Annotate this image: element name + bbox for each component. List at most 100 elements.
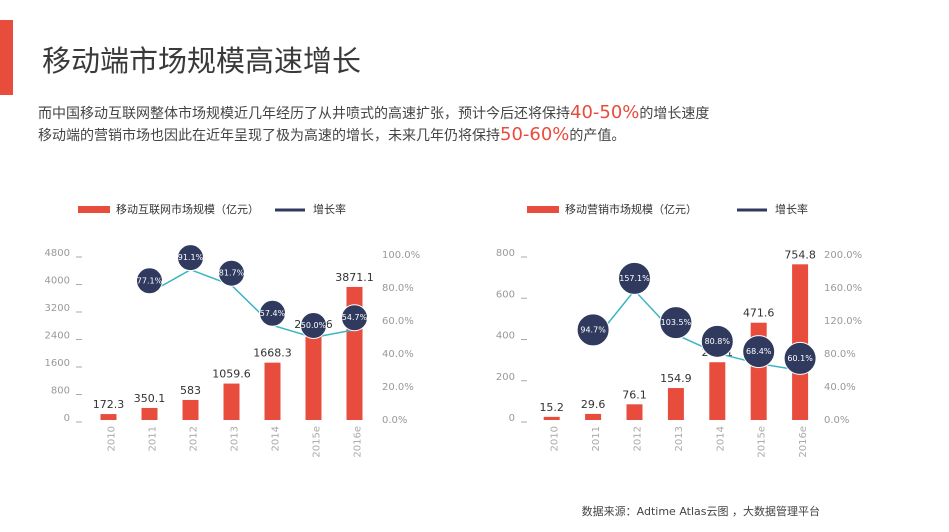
bar-label: 76.1 [622,388,647,401]
text: 的产值。 [569,128,626,144]
rate-label: 50.0% [301,321,327,330]
y-tick-label: 600 [496,289,515,300]
x-tick-label: 2016e [798,426,809,458]
legend-label: 增长率 [775,202,808,216]
rate-marker [341,304,368,332]
rate-label: 103.5% [661,318,692,327]
intro-line: 而中国移动互联网整体市场规模近几年经历了从井喷式的高速扩张，预计今后还将保持40… [38,102,709,123]
y-tick-label: 400 [496,331,515,342]
y2-tick-label: 120.0% [824,316,862,327]
bar-label: 3871.1 [335,271,374,284]
rate-label: 57.4% [260,309,286,318]
rate-marker [218,259,245,287]
x-tick-label: 2013 [674,426,685,451]
rate-label: 80.8% [705,337,731,346]
x-tick-label: 2010 [550,426,561,451]
legend-swatch [527,206,559,213]
x-tick-label: 2015e [312,426,323,458]
y-tick-label: 0 [64,413,70,424]
y2-tick-label: 0.0% [824,415,849,426]
y-tick-label: 800 [496,248,515,259]
x-tick-label: 2016e [353,426,364,458]
bar [100,414,117,420]
source: 数据来源：Adtime Atlas云图 ，大数据管理平台 [582,504,820,518]
bar [264,362,281,420]
highlight: 40-50% [570,102,640,123]
x-tick-label: 2012 [633,426,644,451]
text: 的增长速度 [639,106,710,122]
y-tick-label: 4000 [45,276,70,287]
rate-label: 68.4% [746,347,772,356]
rate-label: 94.7% [580,325,606,334]
text: 而中国移动互联网整体市场规模近几年经历了从井喷式的高速扩张，预计今后还将保持 [38,106,570,122]
bar-label: 583 [180,384,201,397]
y2-tick-label: 0.0% [382,415,407,426]
rate-label: 91.1% [178,253,204,262]
bar-label: 172.3 [93,398,125,411]
bar [305,333,322,420]
rate-marker [618,261,651,295]
y-tick-label: 800 [51,386,70,397]
rate-marker [259,299,286,327]
y-tick-label: 4800 [45,248,70,259]
y2-tick-label: 40.0% [824,382,856,393]
x-tick-label: 2011 [148,426,159,451]
x-tick-label: 2012 [189,426,200,451]
rate-label: 54.7% [342,313,368,322]
rate-marker [783,341,817,375]
bar-label: 1668.3 [253,347,292,360]
title: 移动端市场规模高速增长 [42,44,362,78]
rate-label: 81.7% [219,269,245,278]
intro-line: 移动端的营销市场也因此在近年呈现了极为高速的增长，未来几年仍将保持50-60%的… [38,124,625,145]
rate-marker [300,312,327,339]
bar [543,416,560,420]
x-tick-label: 2013 [230,426,241,451]
rate-marker [742,335,776,369]
x-tick-label: 2014 [271,426,282,451]
x-tick-label: 2015e [757,426,768,458]
rate-label: 77.1% [137,276,163,285]
legend-label: 移动互联网市场规模（亿元） [116,202,259,216]
rate-label: 60.1% [787,354,813,363]
y2-tick-label: 20.0% [382,382,414,393]
x-tick-label: 2010 [107,426,118,451]
y2-tick-label: 100.0% [382,250,420,261]
rate-marker [177,244,204,272]
y-tick-label: 3200 [45,303,70,314]
y2-tick-label: 60.0% [382,316,414,327]
bar [709,362,726,420]
bar-label: 350.1 [134,392,166,405]
rate-marker [659,306,693,340]
bar [626,404,643,420]
bar-label: 471.6 [743,307,775,320]
rate-label: 157.1% [619,274,650,283]
y2-tick-label: 160.0% [824,283,862,294]
text: 移动端的营销市场也因此在近年呈现了极为高速的增长，未来几年仍将保持 [38,128,500,144]
bar [667,388,684,420]
bar-label: 154.9 [660,372,692,385]
y-tick-label: 2400 [45,331,70,342]
legend-label: 移动营销市场规模（亿元） [565,202,697,216]
y2-tick-label: 200.0% [824,250,862,261]
y2-tick-label: 80.0% [382,283,414,294]
legend-label: 增长率 [313,202,346,216]
bar [585,413,602,420]
y-tick-label: 0 [509,413,515,424]
bar-label: 754.8 [784,248,816,261]
y-tick-label: 1600 [45,358,70,369]
bar-label: 29.6 [581,398,606,411]
bar [182,399,199,420]
highlight: 50-60% [500,124,570,145]
legend-swatch [78,206,110,213]
y2-tick-label: 80.0% [824,349,856,360]
rate-marker [136,267,163,295]
x-tick-label: 2011 [591,426,602,451]
bar [223,383,240,420]
bar-label: 1059.6 [212,368,251,381]
rate-marker [576,313,610,347]
rate-marker [700,324,734,358]
bar-label: 15.2 [539,401,564,414]
x-tick-label: 2014 [715,426,726,451]
